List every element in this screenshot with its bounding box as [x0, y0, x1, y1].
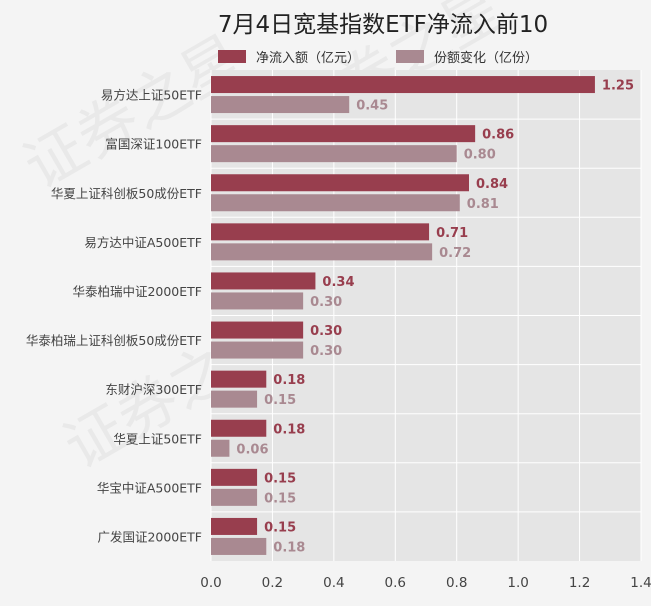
x-tick-label: 0.6	[385, 575, 406, 591]
data-label: 0.18	[273, 422, 305, 437]
data-label: 0.81	[467, 197, 499, 212]
bar-share-change	[211, 488, 258, 506]
data-label: 0.18	[273, 540, 305, 555]
data-labels: 1.25 0.45 0.86 0.80 0.84 0.81 0.71 0.72 0.34 0.30…	[236, 79, 634, 556]
x-tick-label: 0.0	[200, 575, 221, 591]
data-label: 0.15	[264, 393, 296, 408]
category-label: 易方达上证50ETF	[101, 88, 202, 103]
data-label: 1.25	[602, 79, 634, 94]
category-label: 广发国证2000ETF	[97, 529, 202, 544]
data-label: 0.30	[310, 295, 342, 310]
category-label: 东财沪深300ETF	[105, 382, 202, 397]
bar-net-inflow	[211, 174, 469, 192]
data-label: 0.86	[482, 128, 514, 143]
x-tick-label: 0.8	[446, 575, 467, 591]
data-label: 0.80	[464, 148, 496, 163]
bar-share-change	[211, 96, 350, 114]
x-axis: 0.0 0.2 0.4 0.6 0.8 1.0 1.2 1.4	[200, 575, 651, 591]
data-label: 0.15	[264, 491, 296, 506]
bar-net-inflow	[211, 370, 267, 388]
bar-share-change	[211, 145, 457, 163]
y-axis: 易方达上证50ETF 富国深证100ETF 华夏上证科创板50成份ETF 易方达中证A…	[26, 88, 202, 545]
legend: 净流入额（亿元） 份额变化（亿份）	[218, 50, 538, 66]
data-label: 0.06	[236, 442, 268, 457]
legend-label: 净流入额（亿元）	[256, 51, 360, 66]
data-label: 0.84	[476, 177, 508, 192]
data-label: 0.30	[310, 344, 342, 359]
chart-title: 7月4日宽基指数ETF净流入前10	[218, 12, 548, 38]
x-tick-label: 1.2	[569, 575, 590, 591]
legend-swatch	[218, 50, 246, 63]
category-label: 华夏上证科创板50成份ETF	[51, 186, 202, 201]
data-label: 0.71	[436, 226, 468, 241]
bar-net-inflow	[211, 272, 316, 290]
bar-net-inflow	[211, 517, 258, 535]
bar-net-inflow	[211, 76, 595, 94]
data-label: 0.45	[356, 99, 388, 114]
bar-net-inflow	[211, 125, 476, 143]
legend-label: 份额变化（亿份）	[434, 50, 538, 66]
category-label: 富国深证100ETF	[105, 137, 202, 152]
bar-share-change	[211, 537, 267, 555]
bars	[211, 76, 595, 555]
data-label: 0.72	[439, 246, 471, 261]
bar-share-change	[211, 243, 433, 261]
bar-net-inflow	[211, 223, 430, 241]
bar-share-change	[211, 390, 258, 408]
data-label: 0.34	[322, 275, 354, 290]
bar-share-change	[211, 292, 304, 310]
x-tick-label: 1.0	[507, 575, 528, 591]
bar-net-inflow	[211, 321, 304, 339]
category-label: 华夏上证50ETF	[113, 431, 202, 446]
legend-swatch	[396, 50, 424, 63]
bar-share-change	[211, 194, 460, 212]
bar-net-inflow	[211, 419, 267, 437]
category-label: 华泰柏瑞上证科创板50成份ETF	[26, 333, 202, 348]
x-tick-label: 1.4	[630, 575, 651, 591]
x-tick-label: 0.4	[323, 575, 344, 591]
data-label: 0.15	[264, 471, 296, 486]
category-label: 易方达中证A500ETF	[84, 235, 202, 250]
bar-net-inflow	[211, 468, 258, 486]
data-label: 0.15	[264, 520, 296, 535]
bar-share-change	[211, 439, 230, 457]
x-tick-label: 0.2	[262, 575, 283, 591]
category-label: 华宝中证A500ETF	[97, 480, 202, 495]
category-label: 华泰柏瑞中证2000ETF	[72, 284, 202, 299]
data-label: 0.18	[273, 373, 305, 388]
bar-share-change	[211, 341, 304, 359]
data-label: 0.30	[310, 324, 342, 339]
